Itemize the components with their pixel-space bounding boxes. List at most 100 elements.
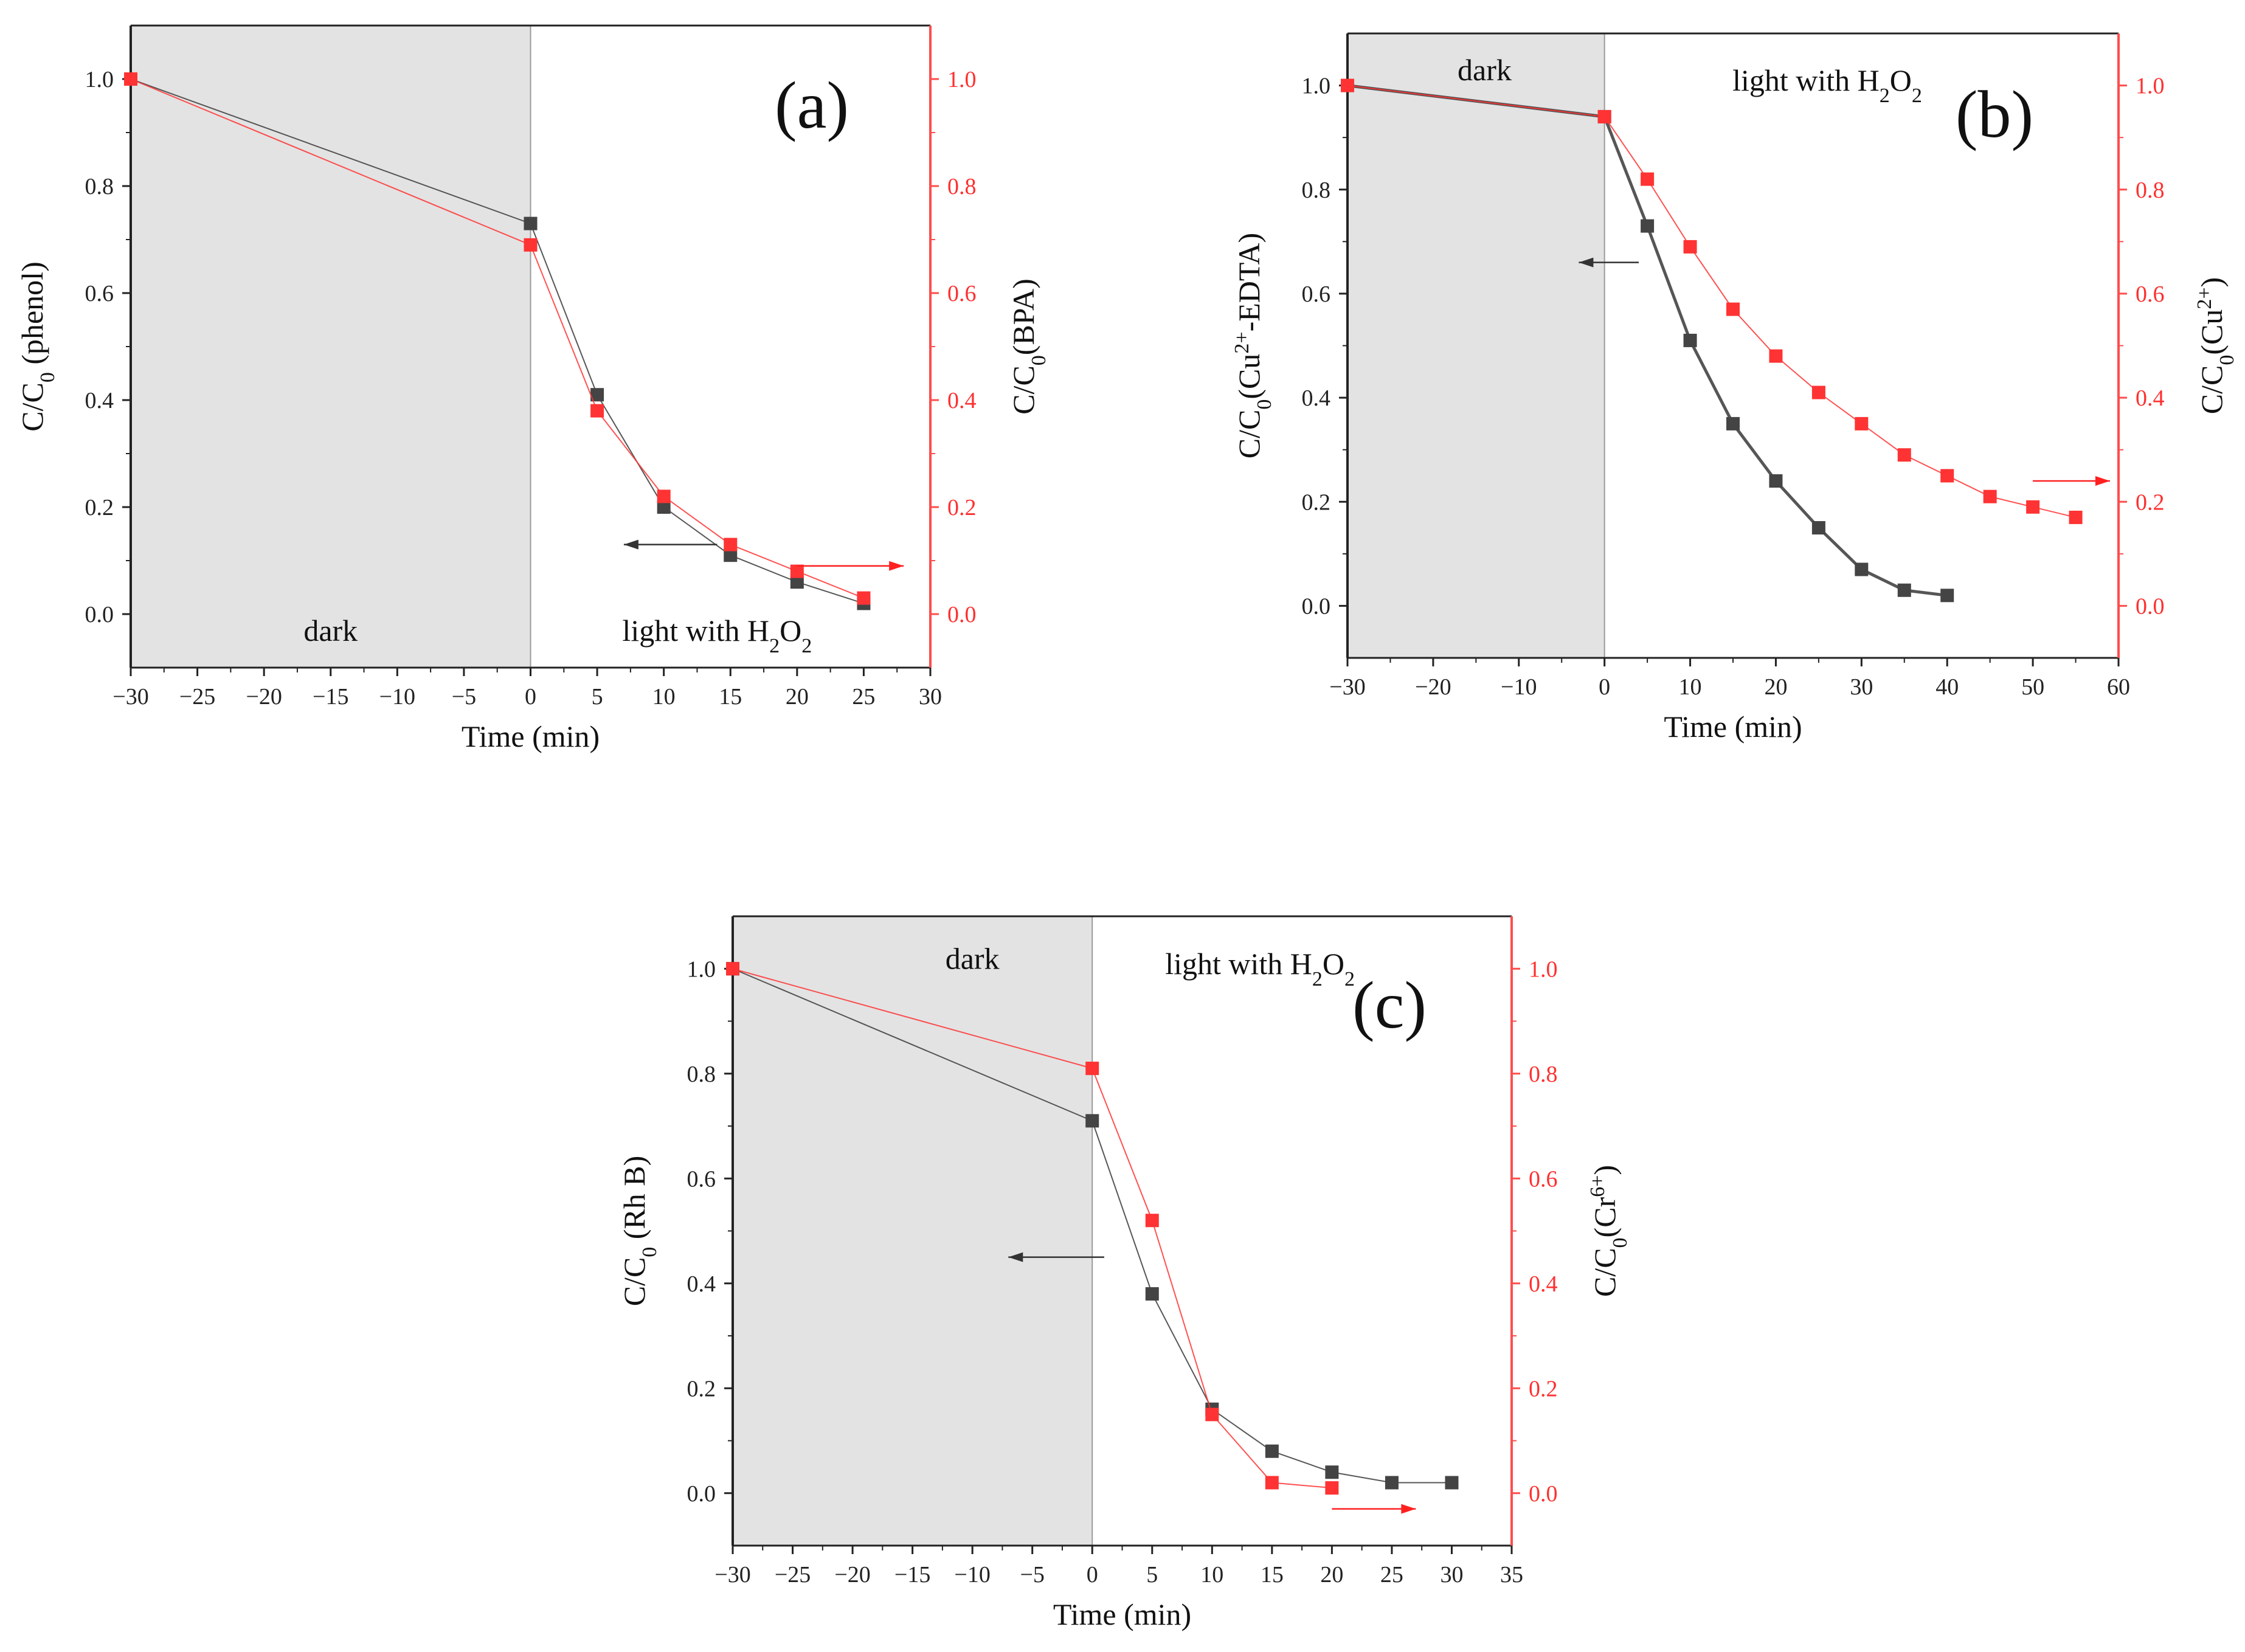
- data-point-red: [790, 564, 804, 578]
- x-axis-title: Time (min): [1664, 710, 1802, 744]
- x-tick-label: 20: [786, 684, 809, 710]
- x-tick-label: −30: [714, 1562, 750, 1588]
- data-point-red: [1325, 1481, 1339, 1495]
- x-tick-label: 50: [2021, 674, 2044, 700]
- y-tick-label-left: 0.0: [1302, 593, 1331, 619]
- x-tick-label: −20: [834, 1562, 870, 1588]
- x-tick-label: −20: [1415, 674, 1451, 700]
- x-tick-label: 5: [1146, 1562, 1158, 1588]
- panel-label: (c): [1352, 968, 1427, 1042]
- y-tick-label-left: 0.6: [85, 281, 114, 306]
- data-point-black: [1145, 1287, 1159, 1301]
- x-tick-label: 30: [1440, 1562, 1463, 1588]
- y-tick-label-right: 0.4: [947, 388, 977, 413]
- series-line-black: [1347, 84, 1948, 597]
- y-tick-label-right: 0.2: [947, 495, 977, 520]
- panel-label: (b): [1956, 77, 2033, 151]
- data-point-red: [1205, 1408, 1219, 1422]
- dark-label: dark: [1458, 53, 1512, 87]
- x-tick-label: 25: [1380, 1562, 1403, 1588]
- data-point-black: [724, 548, 738, 562]
- x-tick-label: 30: [1850, 674, 1873, 700]
- series-line-black: [732, 968, 1452, 1484]
- dark-label: dark: [303, 613, 358, 648]
- data-point-black: [1641, 219, 1655, 233]
- chart-panel-c: −30 −25 −20 −15 −10 −5 0 5 10 15 20 25 30 35 0.0 0.0 0.2…: [617, 915, 1631, 1631]
- y-tick-label-right: 0.0: [947, 602, 977, 627]
- data-point-red: [1769, 349, 1783, 363]
- panel-label: (a): [775, 68, 849, 142]
- data-point-red: [1145, 1214, 1159, 1228]
- x-tick-label: −5: [452, 684, 476, 710]
- data-point-red: [724, 537, 738, 551]
- y-tick-label-left: 0.2: [687, 1376, 716, 1401]
- y-tick-label-left: 0.0: [687, 1481, 716, 1507]
- x-tick-label: −20: [246, 684, 282, 710]
- data-point-black: [657, 500, 671, 514]
- x-tick-label: −30: [1329, 674, 1365, 700]
- data-point-black: [1265, 1444, 1279, 1458]
- y-tick-label-left: 0.2: [1302, 489, 1331, 515]
- data-point-red: [2026, 500, 2040, 514]
- x-tick-label: −10: [379, 684, 415, 710]
- y-axis-title-left: C/C0 (Rh B): [617, 1156, 661, 1307]
- y-tick-label-left: 0.8: [687, 1062, 716, 1087]
- light-with-h2o2-label: light with H2O2: [1732, 63, 1922, 107]
- data-point-black: [1085, 1114, 1099, 1128]
- data-point-black: [1683, 333, 1697, 347]
- y-tick-label-right: 1.0: [2136, 74, 2165, 99]
- data-point-black: [1325, 1465, 1339, 1479]
- x-tick-label: 30: [919, 684, 942, 710]
- arrow-head-black: [1008, 1252, 1023, 1262]
- x-axis-title: Time (min): [1053, 1597, 1191, 1631]
- arrow-head-black: [623, 539, 638, 550]
- data-point-red: [1940, 469, 1954, 483]
- data-point-red: [726, 962, 739, 976]
- x-tick-label: −25: [179, 684, 215, 710]
- y-tick-label-right: 0.8: [947, 174, 977, 199]
- data-point-black: [1940, 589, 1954, 603]
- y-tick-label-left: 0.0: [85, 602, 114, 627]
- y-tick-label-right: 0.8: [2136, 178, 2165, 203]
- data-point-red: [1897, 448, 1911, 462]
- x-tick-label: 0: [1087, 1562, 1098, 1588]
- y-tick-label-left: 1.0: [1302, 74, 1331, 99]
- data-point-black: [1897, 583, 1911, 597]
- chart-panel-a: −30 −25 −20 −15 −10 −5 0 5 10 15 20 25 30 0.0 0.0 0.2 0.…: [15, 24, 1050, 753]
- x-tick-label: 15: [1261, 1562, 1284, 1588]
- data-point-black: [1855, 562, 1869, 576]
- x-tick-label: 10: [1679, 674, 1702, 700]
- y-tick-label-right: 0.4: [2136, 385, 2165, 411]
- data-point-red: [1265, 1476, 1279, 1490]
- x-tick-label: 35: [1500, 1562, 1523, 1588]
- y-tick-label-right: 1.0: [947, 67, 977, 92]
- y-tick-label-left: 0.4: [687, 1271, 716, 1297]
- data-point-red: [1683, 240, 1697, 254]
- y-axis-title-right: C/C0(Cu2+): [2193, 277, 2238, 414]
- data-point-black: [1445, 1476, 1459, 1490]
- y-tick-label-right: 0.6: [1529, 1166, 1558, 1192]
- y-tick-label-left: 0.8: [1302, 178, 1331, 203]
- dark-region: [733, 916, 1093, 1546]
- arrow-head-black: [1579, 257, 1594, 268]
- y-tick-label-right: 0.0: [2136, 593, 2165, 619]
- data-point-black: [1726, 416, 1740, 430]
- data-point-black: [1769, 474, 1783, 488]
- y-tick-label-right: 0.4: [1529, 1271, 1558, 1297]
- x-tick-label: 0: [1599, 674, 1610, 700]
- data-point-red: [1341, 78, 1354, 92]
- data-point-red: [1085, 1062, 1099, 1076]
- x-tick-label: 10: [652, 684, 676, 710]
- arrow-head-red: [889, 561, 904, 571]
- data-point-red: [657, 489, 671, 503]
- series-line-red: [732, 968, 1332, 1489]
- data-point-red: [124, 72, 137, 86]
- x-tick-label: 0: [525, 684, 536, 710]
- y-tick-label-right: 0.2: [1529, 1376, 1558, 1401]
- x-tick-label: −10: [954, 1562, 990, 1588]
- data-point-black: [590, 388, 604, 402]
- x-tick-label: 25: [852, 684, 875, 710]
- x-tick-label: −10: [1501, 674, 1537, 700]
- y-tick-label-left: 0.4: [1302, 385, 1331, 411]
